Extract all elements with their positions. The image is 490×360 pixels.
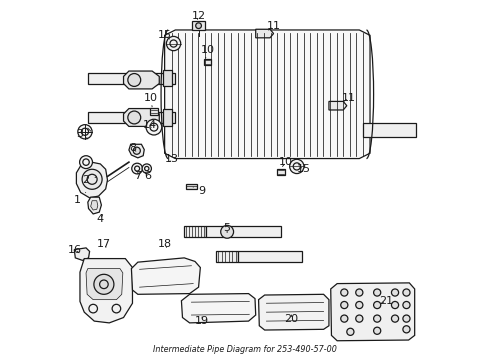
Circle shape [78, 125, 92, 139]
Circle shape [392, 289, 398, 296]
Polygon shape [259, 294, 329, 330]
Circle shape [373, 327, 381, 334]
Text: 21: 21 [379, 296, 393, 306]
Polygon shape [277, 169, 285, 175]
Text: 20: 20 [284, 314, 298, 324]
Circle shape [341, 289, 348, 296]
Polygon shape [256, 29, 273, 38]
Circle shape [347, 328, 354, 336]
Bar [186, 184, 197, 189]
Polygon shape [363, 123, 416, 137]
Circle shape [356, 315, 363, 322]
Bar [184, 226, 206, 237]
Polygon shape [88, 112, 175, 123]
Text: 5: 5 [223, 223, 231, 233]
Polygon shape [192, 21, 205, 30]
Circle shape [142, 164, 151, 173]
Text: 15: 15 [297, 164, 311, 174]
Text: 4: 4 [97, 214, 104, 224]
Polygon shape [150, 108, 158, 114]
Circle shape [196, 23, 201, 28]
Text: 2: 2 [82, 175, 96, 185]
Circle shape [132, 163, 143, 174]
Text: 9: 9 [193, 186, 206, 196]
Polygon shape [80, 258, 132, 323]
Polygon shape [181, 294, 256, 323]
Text: 15: 15 [158, 30, 172, 40]
Polygon shape [91, 201, 98, 210]
Text: 17: 17 [97, 239, 111, 249]
Circle shape [356, 301, 363, 309]
Polygon shape [206, 226, 281, 237]
Circle shape [341, 301, 348, 309]
Polygon shape [129, 144, 144, 158]
Text: 1: 1 [74, 193, 86, 204]
Polygon shape [76, 162, 107, 198]
Polygon shape [74, 248, 90, 260]
Circle shape [356, 289, 363, 296]
Polygon shape [329, 102, 347, 110]
Bar [217, 251, 238, 262]
Polygon shape [88, 197, 101, 214]
Circle shape [79, 156, 93, 168]
Circle shape [373, 289, 381, 296]
Circle shape [94, 274, 114, 294]
Circle shape [403, 326, 410, 333]
Circle shape [167, 36, 181, 51]
Text: Intermediate Pipe Diagram for 253-490-57-00: Intermediate Pipe Diagram for 253-490-57… [153, 345, 337, 354]
Polygon shape [165, 30, 370, 158]
Circle shape [220, 225, 234, 238]
Text: 11: 11 [342, 93, 356, 103]
Text: 3: 3 [76, 129, 88, 139]
Text: 10: 10 [200, 45, 215, 58]
Circle shape [341, 315, 348, 322]
Text: 18: 18 [158, 239, 172, 249]
Text: 16: 16 [68, 245, 82, 255]
Circle shape [373, 315, 381, 322]
Circle shape [128, 111, 141, 124]
Circle shape [373, 301, 381, 309]
Text: 13: 13 [165, 154, 179, 163]
Bar [163, 109, 172, 126]
Polygon shape [331, 283, 415, 341]
Circle shape [290, 159, 304, 174]
Text: 6: 6 [145, 171, 151, 181]
Circle shape [82, 169, 102, 189]
Circle shape [146, 119, 162, 135]
Text: 8: 8 [129, 143, 136, 153]
Circle shape [392, 301, 398, 309]
Text: 12: 12 [192, 11, 206, 21]
Text: 10: 10 [279, 157, 293, 167]
Circle shape [133, 147, 140, 154]
Polygon shape [123, 71, 159, 89]
Text: 14: 14 [143, 120, 157, 130]
Polygon shape [123, 109, 159, 126]
Polygon shape [88, 73, 175, 84]
Text: 7: 7 [134, 171, 142, 181]
Circle shape [392, 315, 398, 322]
Circle shape [403, 315, 410, 322]
Text: 19: 19 [195, 316, 209, 326]
Circle shape [403, 301, 410, 309]
Text: 10: 10 [144, 93, 157, 107]
Polygon shape [238, 251, 302, 262]
Circle shape [403, 289, 410, 296]
Circle shape [128, 73, 141, 86]
Polygon shape [86, 269, 123, 300]
Polygon shape [131, 258, 200, 294]
Polygon shape [203, 59, 211, 65]
Text: 11: 11 [267, 21, 281, 31]
Bar [163, 70, 172, 86]
